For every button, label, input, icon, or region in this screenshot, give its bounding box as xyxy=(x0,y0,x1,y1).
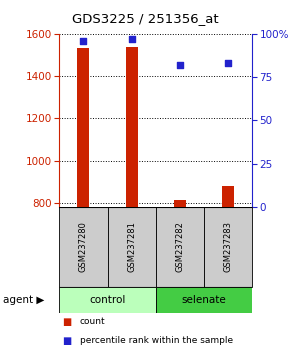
Text: count: count xyxy=(80,317,105,326)
Text: ■: ■ xyxy=(62,317,72,327)
Text: GSM237282: GSM237282 xyxy=(175,222,184,272)
Text: selenate: selenate xyxy=(181,295,226,305)
Point xyxy=(81,38,86,44)
Bar xyxy=(174,200,186,354)
Point xyxy=(177,62,182,68)
Bar xyxy=(108,207,155,287)
Bar xyxy=(59,287,155,313)
Text: GDS3225 / 251356_at: GDS3225 / 251356_at xyxy=(72,12,218,25)
Point xyxy=(225,60,230,66)
Text: percentile rank within the sample: percentile rank within the sample xyxy=(80,336,233,345)
Text: agent ▶: agent ▶ xyxy=(3,295,44,305)
Bar xyxy=(204,207,252,287)
Text: GSM237280: GSM237280 xyxy=(79,222,88,272)
Text: ■: ■ xyxy=(62,336,72,346)
Bar xyxy=(126,47,137,354)
Text: GSM237281: GSM237281 xyxy=(127,222,136,272)
Bar xyxy=(155,207,204,287)
Bar xyxy=(59,207,108,287)
Bar xyxy=(155,287,252,313)
Bar xyxy=(222,186,234,354)
Text: control: control xyxy=(89,295,126,305)
Text: GSM237283: GSM237283 xyxy=(223,221,232,273)
Point xyxy=(129,36,134,42)
Bar xyxy=(77,48,90,354)
